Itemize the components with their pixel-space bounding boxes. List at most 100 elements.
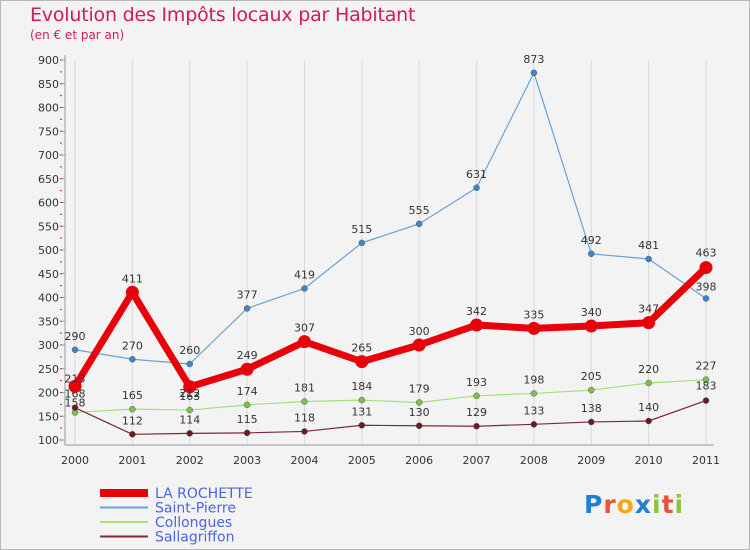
data-point-sallagriffon: [415, 422, 423, 429]
data-point-sallagriffon: [358, 422, 366, 429]
data-label-sallagriffon: 131: [351, 405, 372, 418]
series-sallagriffon: 168 112 114 115 118 131 130 129 133 138 140 183: [65, 380, 717, 438]
data-label-sallagriffon: 140: [638, 401, 659, 414]
axes: 2000 2001 2002 2003 2004 2005 2006 2007 2008 2009…: [38, 54, 720, 467]
y-tick-label: 850: [38, 78, 59, 91]
series-line-sallagriffon: [74, 400, 707, 435]
legend-label-sallagriffon: Sallagriffon: [155, 530, 234, 546]
series-la-rochette: 213 411 212 249 307 265 300 342 335 340 347 463: [65, 247, 717, 400]
y-tick-label: 100: [38, 434, 59, 447]
x-tick-label: 2000: [61, 454, 89, 467]
data-label-collongues: 184: [351, 380, 372, 393]
x-tick-label: 2011: [692, 454, 720, 467]
data-point-collongues: [243, 401, 251, 409]
data-point-collongues: [358, 396, 366, 404]
data-point-la-rochette: [125, 285, 139, 299]
data-label-saint-pierre: 419: [294, 268, 315, 281]
data-point-collongues: [702, 376, 710, 383]
data-point-collongues: [588, 386, 595, 394]
data-label-saint-pierre: 260: [179, 344, 200, 357]
data-point-saint-pierre: [415, 220, 423, 228]
y-tick-label: 250: [38, 363, 59, 376]
data-label-collongues: 179: [409, 382, 430, 395]
data-point-sallagriffon: [71, 404, 79, 411]
legend-label-la-rochette: LA ROCHETTE: [155, 486, 253, 502]
data-label-la-rochette: 342: [466, 305, 487, 318]
data-label-sallagriffon: 112: [122, 414, 143, 427]
data-label-saint-pierre: 290: [65, 330, 86, 343]
y-tick-label: 800: [38, 102, 59, 115]
series-line-saint-pierre: [74, 72, 707, 365]
y-tick-label: 700: [38, 149, 59, 162]
data-label-saint-pierre: 555: [409, 204, 430, 217]
x-tick-label: 2004: [290, 454, 318, 467]
logo-letter: P: [584, 490, 604, 519]
data-label-saint-pierre: 515: [351, 223, 372, 236]
data-point-saint-pierre: [645, 255, 652, 263]
x-tick-label: 2005: [348, 454, 376, 467]
data-point-la-rochette: [412, 338, 426, 352]
data-label-la-rochette: 300: [409, 325, 430, 338]
x-tick-label: 2006: [405, 454, 433, 467]
data-label-sallagriffon: 115: [237, 413, 258, 426]
logo-letter: r: [603, 490, 617, 519]
data-label-collongues: 193: [466, 376, 487, 389]
data-point-la-rochette: [642, 316, 656, 330]
logo-letter: o: [616, 490, 635, 519]
logo-letter: i: [674, 490, 685, 519]
y-tick-label: 150: [38, 410, 59, 423]
data-label-la-rochette: 249: [237, 349, 258, 362]
series-collongues: 158 165 163 174 181 184 179 193 198 205 220 227: [65, 360, 717, 416]
data-point-saint-pierre: [243, 305, 251, 312]
data-point-sallagriffon: [645, 417, 652, 425]
data-label-saint-pierre: 398: [696, 280, 717, 293]
x-tick-label: 2001: [118, 454, 146, 467]
y-tick-label: 450: [38, 268, 59, 281]
data-label-sallagriffon: 133: [523, 404, 544, 417]
data-point-collongues: [129, 405, 136, 413]
data-point-saint-pierre: [358, 239, 366, 247]
data-point-collongues: [473, 392, 480, 400]
series-line-la-rochette: [72, 265, 709, 391]
data-point-la-rochette: [470, 318, 484, 332]
legend: LA ROCHETTESaint-PierreCollonguesSallagr…: [100, 486, 253, 546]
data-label-sallagriffon: 183: [696, 380, 717, 393]
data-label-la-rochette: 340: [581, 306, 602, 319]
series-saint-pierre: 290 270 260 377 419 515 555 631 873 492 481 398: [65, 53, 717, 368]
data-point-collongues: [301, 398, 308, 405]
data-point-collongues: [186, 406, 193, 414]
data-point-la-rochette: [584, 319, 598, 333]
data-point-sallagriffon: [186, 430, 193, 437]
data-point-la-rochette: [297, 335, 311, 349]
y-tick-label: 500: [38, 244, 59, 257]
data-point-collongues: [415, 399, 423, 406]
data-point-collongues: [645, 379, 652, 387]
y-tick-label: 750: [38, 125, 59, 138]
x-tick-label: 2008: [520, 454, 548, 467]
data-label-la-rochette: 213: [65, 372, 86, 385]
data-label-sallagriffon: 129: [466, 406, 487, 419]
data-label-collongues: 181: [294, 382, 315, 395]
x-tick-label: 2003: [233, 454, 261, 467]
data-label-collongues: 165: [122, 389, 143, 402]
data-label-sallagriffon: 114: [179, 413, 200, 426]
data-label-la-rochette: 307: [294, 322, 315, 335]
data-label-la-rochette: 335: [523, 308, 544, 321]
logo-letter: t: [661, 490, 675, 519]
x-tick-label: 2007: [463, 454, 491, 467]
data-label-la-rochette: 265: [351, 342, 372, 355]
y-tick-label: 550: [38, 220, 59, 233]
data-point-la-rochette: [355, 355, 369, 369]
data-point-sallagriffon: [588, 418, 595, 426]
proxiti-logo: Proxiti: [584, 490, 684, 519]
data-label-sallagriffon: 118: [294, 411, 315, 424]
data-point-sallagriffon: [129, 431, 136, 438]
chart-title: Evolution des Impôts locaux par Habitant: [30, 4, 416, 26]
data-label-sallagriffon: 168: [65, 388, 86, 401]
data-label-collongues: 174: [237, 385, 258, 398]
series-line-collongues: [74, 379, 707, 414]
data-label-la-rochette: 212: [179, 387, 200, 400]
